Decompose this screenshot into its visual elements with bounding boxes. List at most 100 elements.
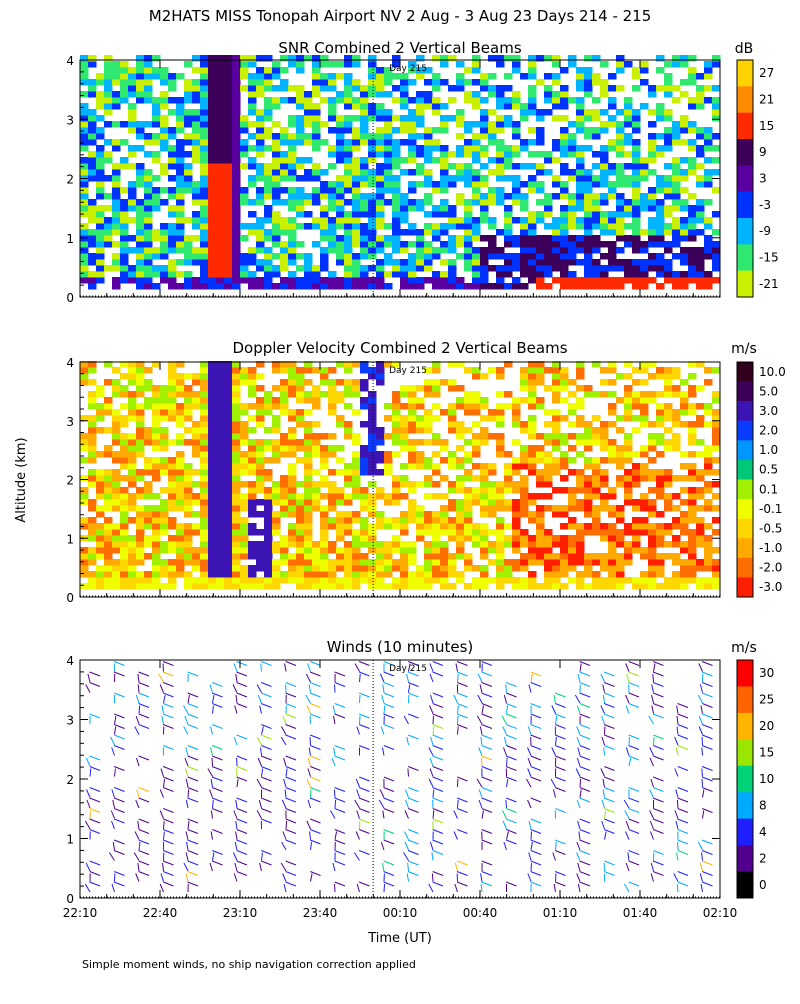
heatmap-cell xyxy=(536,163,545,170)
heatmap-cell xyxy=(544,97,553,104)
wind-barb-flag xyxy=(457,830,467,834)
heatmap-cell xyxy=(424,421,433,428)
heatmap-cell xyxy=(496,121,505,128)
heatmap-cell xyxy=(576,547,585,554)
heatmap-cell xyxy=(512,469,521,476)
heatmap-cell xyxy=(112,571,121,578)
heatmap-cell xyxy=(408,223,417,230)
heatmap-cell xyxy=(120,547,129,554)
heatmap-cell xyxy=(280,397,289,404)
heatmap-cell xyxy=(176,385,185,392)
heatmap-cell xyxy=(424,517,433,524)
heatmap-cell xyxy=(344,169,353,176)
heatmap-cell xyxy=(648,235,657,242)
heatmap-cell xyxy=(320,511,329,518)
heatmap-cell xyxy=(504,217,513,224)
heatmap-cell xyxy=(208,103,217,110)
heatmap-cell xyxy=(688,577,697,584)
heatmap-cell xyxy=(304,529,313,536)
heatmap-cell xyxy=(584,421,593,428)
heatmap-cell xyxy=(232,121,241,128)
heatmap-cell xyxy=(136,235,145,242)
heatmap-cell xyxy=(296,493,305,500)
heatmap-cell xyxy=(216,61,225,68)
heatmap-cell xyxy=(328,385,337,392)
heatmap-cell xyxy=(688,247,697,254)
heatmap-cell xyxy=(224,247,233,254)
heatmap-cell xyxy=(512,97,521,104)
heatmap-cell xyxy=(168,79,177,86)
heatmap-cell xyxy=(536,169,545,176)
heatmap-cell xyxy=(688,427,697,434)
heatmap-cell xyxy=(640,205,649,212)
heatmap-cell xyxy=(128,439,137,446)
wind-barb xyxy=(136,800,139,808)
heatmap-cell xyxy=(344,499,353,506)
heatmap-cell xyxy=(696,253,705,260)
heatmap-cell xyxy=(456,523,465,530)
heatmap-cell xyxy=(168,403,177,410)
heatmap-cell xyxy=(448,457,457,464)
heatmap-cell xyxy=(136,229,145,236)
heatmap-cell xyxy=(272,283,281,290)
heatmap-cell xyxy=(592,73,601,80)
heatmap-cell xyxy=(288,409,297,416)
heatmap-cell xyxy=(104,55,113,62)
heatmap-cell xyxy=(648,523,657,530)
wind-barb-flag xyxy=(90,683,100,687)
heatmap-cell xyxy=(320,475,329,482)
heatmap-cell xyxy=(152,175,161,182)
heatmap-cell xyxy=(688,139,697,146)
heatmap-cell xyxy=(712,517,721,524)
heatmap-cell xyxy=(184,91,193,98)
heatmap-cell xyxy=(704,277,713,284)
wind-barb xyxy=(360,674,361,682)
heatmap-cell xyxy=(120,187,129,194)
wind-barb-flag xyxy=(384,830,394,834)
wind-barb xyxy=(115,727,116,735)
heatmap-cell xyxy=(336,391,345,398)
heatmap-cell xyxy=(176,127,185,134)
heatmap-cell xyxy=(232,199,241,206)
heatmap-cell xyxy=(488,283,497,290)
heatmap-cell xyxy=(248,577,257,584)
heatmap-cell xyxy=(480,133,489,140)
wind-barb-flag xyxy=(384,714,394,718)
wind-barb xyxy=(164,695,166,703)
wind-barb xyxy=(257,779,261,787)
heatmap-cell xyxy=(408,283,417,290)
heatmap-cell xyxy=(632,193,641,200)
heatmap-cell xyxy=(128,481,137,488)
heatmap-cell xyxy=(616,265,625,272)
heatmap-cell xyxy=(600,439,609,446)
heatmap-cell xyxy=(528,175,537,182)
heatmap-cell xyxy=(480,217,489,224)
heatmap-cell xyxy=(224,565,233,572)
heatmap-cell xyxy=(336,139,345,146)
heatmap-cell xyxy=(632,247,641,254)
heatmap-cell xyxy=(560,229,569,236)
heatmap-cell xyxy=(248,199,257,206)
heatmap-cell xyxy=(488,481,497,488)
heatmap-cell xyxy=(424,211,433,218)
heatmap-cell xyxy=(80,277,89,284)
heatmap-cell xyxy=(456,217,465,224)
wind-barb xyxy=(188,790,189,798)
heatmap-cell xyxy=(552,457,561,464)
heatmap-cell xyxy=(416,109,425,116)
heatmap-cell xyxy=(432,433,441,440)
wind-barb xyxy=(356,832,359,840)
heatmap-cell xyxy=(616,571,625,578)
heatmap-cell xyxy=(568,445,577,452)
heatmap-cell xyxy=(536,559,545,566)
heatmap-cell xyxy=(152,493,161,500)
heatmap-cell xyxy=(544,559,553,566)
heatmap-cell xyxy=(224,487,233,494)
heatmap-cell xyxy=(488,577,497,584)
heatmap-cell xyxy=(640,421,649,428)
heatmap-cell xyxy=(376,133,385,140)
heatmap-cell xyxy=(512,241,521,248)
wind-barb-flag xyxy=(114,693,124,697)
heatmap-cell xyxy=(200,271,209,278)
colorbar-swatch xyxy=(737,480,753,500)
